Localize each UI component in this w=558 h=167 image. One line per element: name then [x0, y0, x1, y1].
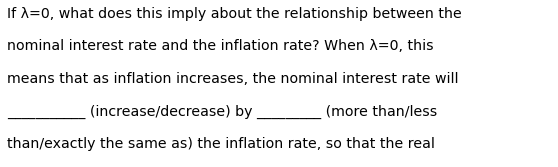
Text: means that as inflation increases, the nominal interest rate will: means that as inflation increases, the n…	[7, 72, 458, 86]
Text: ___________ (increase/decrease) by _________ (more than/less: ___________ (increase/decrease) by _____…	[7, 105, 437, 119]
Text: than/exactly the same as) the inflation rate, so that the real: than/exactly the same as) the inflation …	[7, 137, 435, 151]
Text: nominal interest rate and the inflation rate? When λ=0, this: nominal interest rate and the inflation …	[7, 39, 434, 53]
Text: If λ=0, what does this imply about the relationship between the: If λ=0, what does this imply about the r…	[7, 7, 461, 21]
